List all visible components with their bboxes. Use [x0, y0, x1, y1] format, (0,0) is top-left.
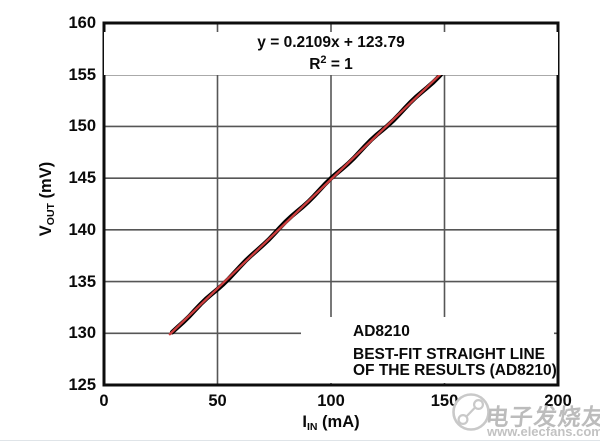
y-axis-title: VOUT (mV): [37, 161, 57, 237]
x-tick-label: 150: [430, 392, 459, 410]
best-fit-line: [168, 66, 449, 336]
r-squared-text: R2 = 1: [309, 53, 353, 73]
y-tick-label: 140: [68, 220, 96, 239]
x-tick-label: 50: [208, 392, 227, 410]
x-tick-label: 200: [544, 392, 572, 410]
fit-equation-annotation: y = 0.2109x + 123.79 R2 = 1: [104, 32, 558, 76]
legend-item-best-fit: BEST-FIT STRAIGHT LINE OF THE RESULTS (A…: [301, 345, 557, 380]
legend-label: AD8210: [353, 323, 410, 340]
watermark-url-text: www.elecfans.com: [487, 424, 600, 439]
y-tick-label: 145: [68, 169, 96, 188]
y-tick-label: 160: [68, 14, 96, 32]
y-tick-label: 135: [68, 272, 96, 291]
y-tick-label: 150: [68, 117, 96, 136]
legend: AD8210 BEST-FIT STRAIGHT LINE OF THE RES…: [301, 317, 557, 383]
y-tick-label: 155: [68, 65, 96, 84]
plot-border: [102, 21, 560, 387]
legend-label: BEST-FIT STRAIGHT LINE OF THE RESULTS (A…: [353, 345, 557, 379]
elecfans-logo-icon: [452, 393, 490, 431]
fit-equation-text: y = 0.2109x + 123.79: [257, 34, 405, 51]
x-axis-title: IIN (mA): [302, 413, 360, 433]
legend-item-ad8210: AD8210: [301, 323, 554, 341]
x-tick-label: 100: [317, 392, 345, 410]
y-tick-label: 130: [68, 324, 96, 343]
y-tick-label: 125: [68, 376, 96, 394]
x-tick-label: 0: [99, 392, 109, 410]
